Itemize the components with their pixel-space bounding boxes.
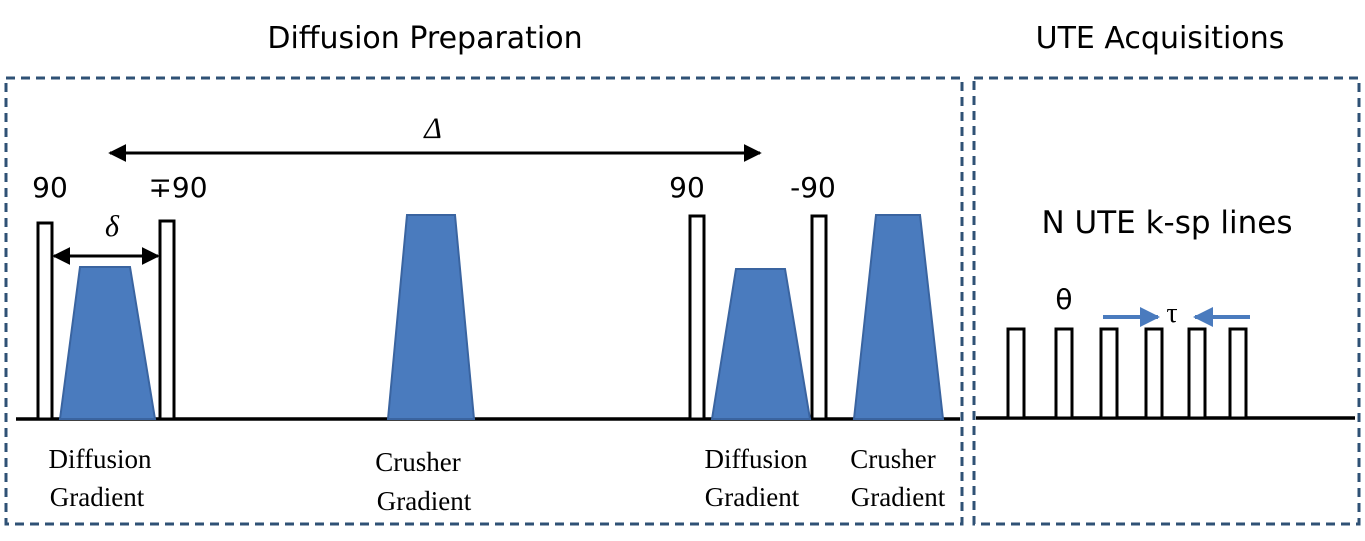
small-delta-label: δ: [105, 210, 120, 243]
diffusion-preparation-title: Diffusion Preparation: [267, 21, 582, 56]
rf-pulse-minus-90: [810, 214, 828, 421]
ute-acquisitions-frame: [972, 76, 1361, 526]
rf-pulse-minus-plus-90: [158, 219, 176, 421]
ute-acquisitions-title: UTE Acquisitions: [1036, 21, 1285, 56]
theta-label: θ: [1055, 283, 1072, 316]
gradient-label-3-line2: Gradient: [705, 482, 800, 512]
pulse-label-90: 90: [32, 171, 68, 204]
rf-pulse-90-second: [688, 214, 706, 421]
pulse-label-90-second: 90: [669, 171, 705, 204]
ute-pulse-2: [1054, 327, 1074, 420]
ute-pulse-4: [1144, 327, 1164, 420]
ute-pulse-5: [1187, 327, 1207, 420]
gradient-label-1-line2: Gradient: [50, 482, 145, 512]
rf-pulse-90: [36, 221, 54, 421]
gradient-label-4-line2: Gradient: [851, 482, 946, 512]
diffusion-preparation-frame: [4, 76, 964, 526]
diffusion-gradient-1: [58, 266, 157, 420]
ute-pulse-6: [1228, 327, 1248, 420]
tau-label: τ: [1166, 298, 1177, 329]
ute-pulse-1: [1006, 327, 1026, 420]
pulse-label-minus-90: -90: [790, 171, 836, 204]
gradient-label-2-line1: Crusher: [375, 447, 460, 477]
gradient-label-2-line2: Gradient: [377, 486, 472, 516]
big-delta-label: Δ: [423, 112, 442, 145]
pulse-label-minus-plus-90: ∓90: [148, 171, 207, 204]
crusher-gradient-2: [852, 214, 945, 420]
diffusion-gradient-2: [710, 268, 812, 420]
crusher-gradient-1: [386, 214, 476, 420]
gradient-label-4-line1: Crusher: [850, 444, 935, 474]
ute-kspace-lines-label: N UTE k-sp lines: [1041, 205, 1292, 241]
ute-pulse-3: [1099, 327, 1119, 420]
gradient-label-3-line1: Diffusion: [704, 444, 808, 474]
gradient-label-1-line1: Diffusion: [48, 444, 152, 474]
